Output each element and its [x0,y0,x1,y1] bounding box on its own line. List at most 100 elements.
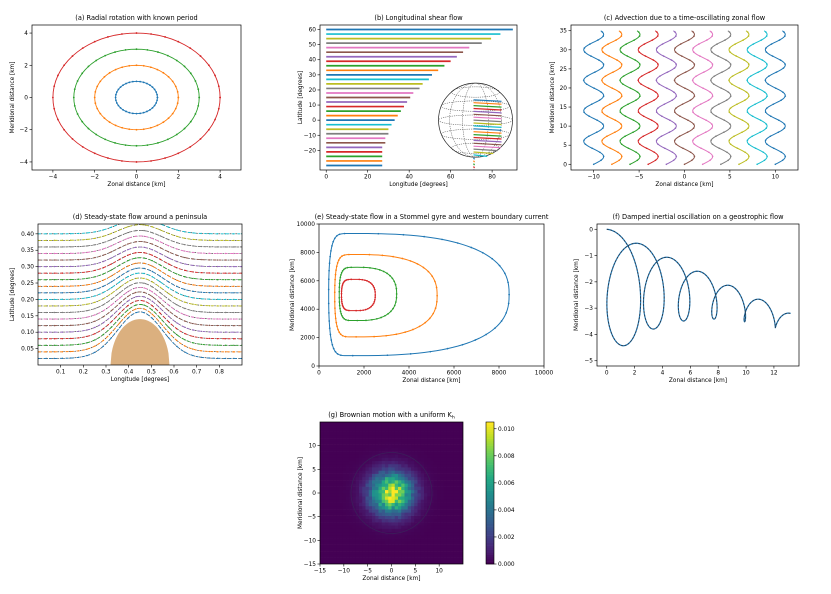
heatmap-cell [420,434,425,439]
trajectory-marker [214,74,216,77]
heatmap-cell [456,425,461,429]
trajectory-marker [81,47,84,50]
trajectory-marker [783,123,786,126]
trajectory-marker [710,111,713,113]
heatmap-cell [404,441,409,445]
heatmap-cell [417,544,422,549]
heatmap-cell [381,467,386,471]
heatmap-cell [346,534,350,539]
heatmap-cell [443,438,448,442]
heatmap-cell [349,473,353,478]
heatmap-cell [339,544,344,549]
streamline-marker [61,292,64,294]
streamline-marker [143,241,145,243]
trajectory-marker [620,127,622,130]
streamline-dashed [38,246,242,267]
heatmap-cell [417,554,422,558]
trajectory-marker [675,143,677,146]
heatmap-cell [326,444,331,449]
trajectory-marker [608,55,610,57]
heatmap-cell [352,560,357,564]
trajectory-marker [735,55,738,57]
trajectory-marker [733,115,736,117]
trajectory-marker [199,138,202,140]
heatmap-cell [326,454,331,458]
heatmap-cell [381,447,386,452]
heatmap-cell [339,551,344,555]
heatmap-cell [329,551,334,555]
heatmap-cell [342,493,347,497]
heatmap-cell [349,428,353,432]
heatmap-cell [329,470,334,474]
trajectory-marker [189,120,192,123]
heatmap-cell [459,428,463,432]
streamline-marker [233,305,235,307]
streamline-marker [78,330,80,333]
colorbar-segment [486,469,494,472]
trajectory-marker [654,159,657,162]
streamline-marker [151,231,153,234]
heatmap-cell [365,447,370,452]
heatmap-cell [459,547,463,552]
trajectory-marker [135,144,138,147]
heatmap-cell [349,470,353,474]
trajectory-marker [693,155,696,158]
heatmap-cell [453,541,457,545]
streamline-marker [216,265,219,268]
trajectory-marker [103,117,106,120]
heatmap-cell [388,560,392,564]
heatmap-cell [401,496,405,500]
heatmap-cell [368,515,373,520]
heatmap-cell [446,483,451,487]
trajectory-marker [337,328,339,331]
heatmap-cell [333,557,337,562]
heatmap-cell [339,486,344,491]
streamline-marker [127,286,129,288]
heatmap-cell [378,538,383,542]
trajectory-marker [71,55,74,57]
colorbar-segment [486,542,494,546]
heatmap-cell [329,541,334,545]
x-tick-label: 0 [683,175,687,181]
trajectory-marker [602,63,605,65]
heatmap-cell [430,551,435,555]
colorbar-segment [486,556,494,560]
streamline-marker [127,254,129,256]
trajectory-marker [657,155,659,158]
streamline-marker [224,331,227,333]
heatmap-cell [352,547,357,552]
streamline-marker [45,351,47,353]
trajectory-marker [654,91,657,93]
trajectory-marker [765,35,768,37]
heatmap-cell [456,544,461,549]
streamline-marker [53,246,56,248]
trajectory-marker [53,85,56,88]
heatmap-cell [349,460,353,465]
streamline-marker [45,311,47,314]
trajectory-marker [618,159,620,162]
heatmap-cell [365,538,370,542]
trajectory-marker [177,96,180,99]
streamline-marker [118,326,121,329]
heatmap-cell [394,525,399,529]
heatmap-cell [336,428,340,432]
trajectory-marker [602,51,604,53]
heatmap-cell [368,463,373,468]
heatmap-cell [446,422,451,426]
trajectory-marker [338,331,341,334]
heatmap-cell [398,428,402,432]
trajectory-marker [733,135,735,138]
heatmap-cell [398,557,402,562]
heatmap-cell [420,509,425,513]
trajectory-marker [692,47,695,49]
trajectory-marker [151,86,154,89]
trajectory-marker [656,47,658,49]
colorbar-segment [486,452,494,456]
trajectory-marker [638,47,640,49]
streamline-marker [224,338,227,340]
trajectory-marker [759,119,762,121]
heatmap-cell [424,528,428,533]
trajectory-marker [328,269,330,272]
streamline-marker [167,238,170,241]
heatmap-cell [417,525,422,529]
